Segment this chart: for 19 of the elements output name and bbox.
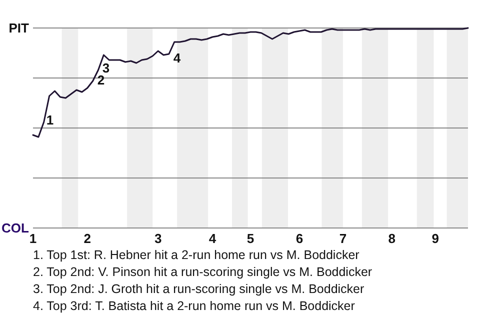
x-tick-label: 3 bbox=[154, 231, 162, 246]
annotation: 4 bbox=[173, 50, 182, 66]
x-tick-label: 8 bbox=[388, 231, 396, 246]
annotation: 1 bbox=[46, 112, 54, 128]
text: COL bbox=[2, 220, 30, 236]
text: 4. Top 3rd: T. Batista hit a 2-run home run vs M. Boddicker bbox=[33, 299, 355, 313]
x-tick-label: 4 bbox=[208, 231, 217, 246]
text: PIT bbox=[8, 20, 30, 36]
x-tick-label: 2 bbox=[84, 231, 91, 246]
text: 3. Top 2nd: J. Groth hit a run-scoring single vs M. Boddicker bbox=[33, 282, 364, 296]
text: 1. Top 1st: R. Hebner hit a 2-run home run vs M. Boddicker bbox=[33, 248, 360, 262]
x-tick-label: 7 bbox=[339, 231, 347, 246]
annotation: 3 bbox=[102, 60, 110, 76]
x-tick-label: 6 bbox=[296, 231, 304, 246]
annotation: 2 bbox=[97, 72, 105, 88]
x-tick-label: 1 bbox=[29, 231, 37, 246]
x-tick-label: 5 bbox=[246, 231, 254, 246]
x-tick-label: 9 bbox=[432, 231, 439, 246]
text: 2. Top 2nd: V. Pinson hit a run-scoring single vs M. Boddicker bbox=[33, 265, 372, 279]
